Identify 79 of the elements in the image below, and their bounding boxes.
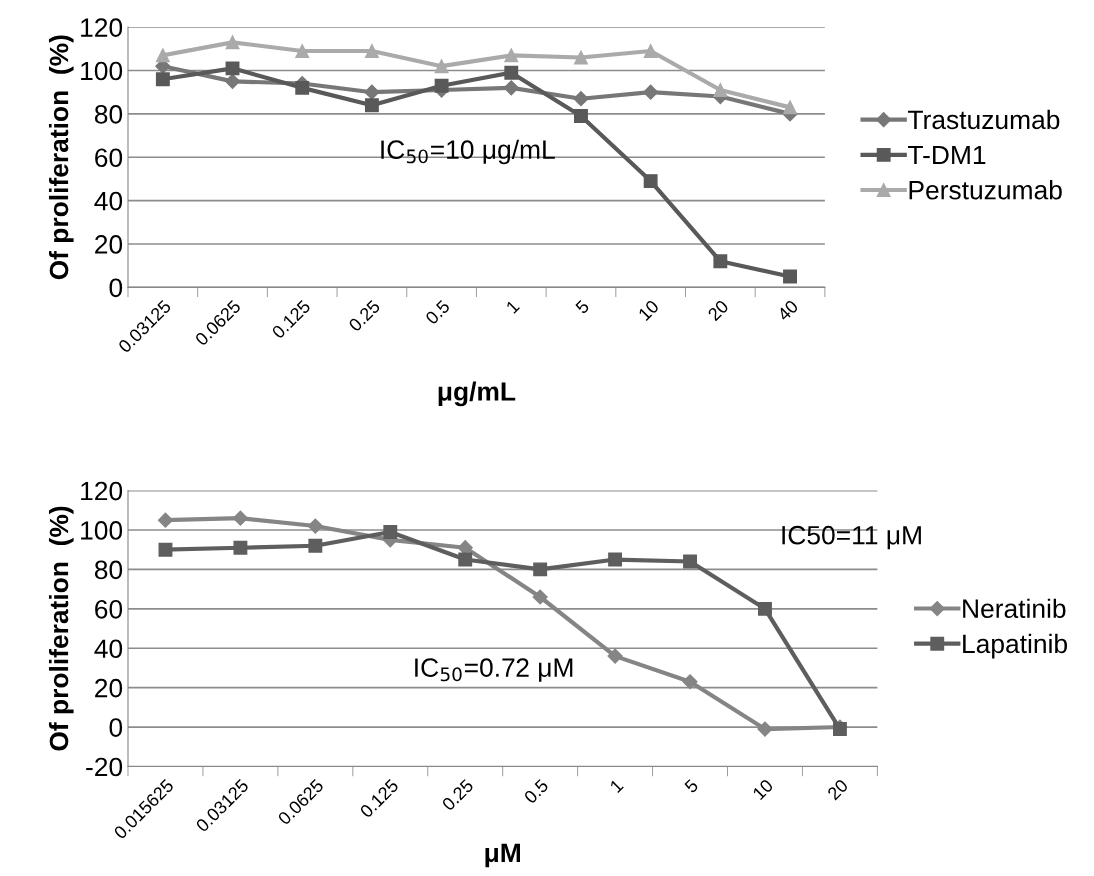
point <box>758 601 772 616</box>
point <box>225 35 240 50</box>
y-tick-label: 80 <box>94 105 123 124</box>
point <box>233 540 248 555</box>
legend-label: Neratinib <box>963 598 1066 619</box>
point <box>225 61 240 76</box>
x-tick-label: 5 <box>683 778 699 794</box>
annotation: IC50=11 μM <box>782 525 921 550</box>
point <box>682 674 698 690</box>
x-tick-label: 5 <box>574 299 590 315</box>
x-axis-title: μg/mL <box>438 381 516 407</box>
x-tick-label: 40 <box>776 299 799 322</box>
point <box>757 721 773 737</box>
point <box>533 562 548 577</box>
point <box>434 78 449 93</box>
x-tick-label: 10 <box>637 299 660 322</box>
point <box>783 100 797 115</box>
y-tick-label: 20 <box>95 678 123 698</box>
point <box>643 44 658 58</box>
point <box>607 648 623 664</box>
x-tick-label: 1 <box>609 778 624 793</box>
point <box>504 65 519 80</box>
x-tick-label: 20 <box>707 299 730 322</box>
point <box>532 589 548 605</box>
x-tick-label: 10 <box>752 778 774 801</box>
annotation: IC$_{50}$=10 μg/mL <box>381 139 555 165</box>
point <box>157 512 174 528</box>
x-tick-label: 0.5 <box>523 778 550 805</box>
point <box>643 174 658 189</box>
point <box>643 84 659 100</box>
y-axis-title: Of proliferation (%) <box>48 35 74 280</box>
point <box>155 48 170 63</box>
point <box>158 542 173 557</box>
point <box>364 98 379 113</box>
legend-label: Lapatinib <box>963 633 1067 659</box>
annotation: IC$_{50}$=0.72 μM <box>415 658 573 682</box>
point <box>295 80 310 95</box>
point <box>458 552 473 567</box>
point <box>434 59 449 74</box>
y-tick-label: 100 <box>81 521 123 540</box>
legend-label: T-DM1 <box>908 145 986 165</box>
y-tick-label: 120 <box>81 481 123 501</box>
point <box>574 50 588 65</box>
legend-label: Perstuzumab <box>909 180 1062 200</box>
legend-label: Trastuzumab <box>908 109 1060 130</box>
point <box>574 109 588 123</box>
y-tick-label: -20 <box>86 757 123 777</box>
x-tick-label: 1 <box>505 299 520 314</box>
x-tick-label: 20 <box>826 778 849 801</box>
y-tick-label: 40 <box>94 639 123 659</box>
y-tick-label: 80 <box>94 560 123 580</box>
point <box>713 254 728 269</box>
point <box>383 525 398 539</box>
y-tick-label: 40 <box>94 191 123 211</box>
point <box>503 80 519 96</box>
x-axis-title: μM <box>485 843 520 868</box>
point <box>364 84 380 100</box>
point <box>224 73 241 89</box>
point <box>573 91 589 107</box>
point <box>683 554 697 569</box>
point <box>783 269 797 284</box>
point <box>307 518 323 534</box>
point <box>308 538 323 553</box>
y-tick-label: 100 <box>81 61 123 81</box>
point <box>155 72 170 87</box>
y-tick-label: 0 <box>109 278 123 298</box>
point <box>504 48 519 63</box>
y-tick-label: 120 <box>81 18 123 37</box>
x-tick-label: 0.5 <box>424 299 451 326</box>
point <box>713 83 728 97</box>
y-tick-label: 20 <box>95 235 123 254</box>
y-tick-label: 0 <box>109 718 123 737</box>
point <box>295 44 310 58</box>
point <box>232 510 248 526</box>
point <box>364 44 379 58</box>
y-tick-label: 60 <box>95 599 123 619</box>
y-tick-label: 60 <box>95 148 123 168</box>
y-axis-title: Of proliferation (%) <box>48 506 74 751</box>
point <box>608 552 623 567</box>
